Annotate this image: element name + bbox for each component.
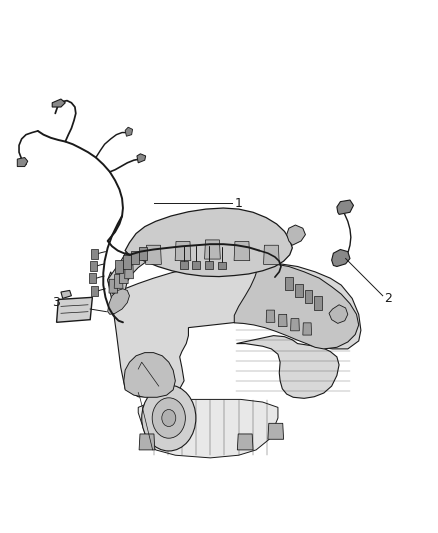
Polygon shape <box>303 323 311 335</box>
Text: 2: 2 <box>384 292 392 305</box>
Polygon shape <box>115 260 123 273</box>
Text: 3: 3 <box>52 296 60 309</box>
Polygon shape <box>329 305 348 324</box>
Polygon shape <box>304 290 312 303</box>
Polygon shape <box>120 270 128 284</box>
Circle shape <box>162 409 176 426</box>
Polygon shape <box>234 262 359 349</box>
Polygon shape <box>205 261 213 269</box>
Polygon shape <box>266 310 275 322</box>
Polygon shape <box>332 249 350 266</box>
Text: 1: 1 <box>234 197 242 211</box>
Polygon shape <box>286 277 293 290</box>
Circle shape <box>129 369 148 392</box>
Polygon shape <box>180 261 187 269</box>
Polygon shape <box>146 245 161 264</box>
Polygon shape <box>279 314 287 327</box>
Polygon shape <box>125 265 134 279</box>
Polygon shape <box>91 249 98 259</box>
Polygon shape <box>123 255 131 269</box>
Circle shape <box>152 398 185 438</box>
Polygon shape <box>108 223 188 298</box>
Polygon shape <box>108 289 130 314</box>
Polygon shape <box>295 284 303 297</box>
Polygon shape <box>109 279 118 293</box>
Polygon shape <box>287 225 305 245</box>
Polygon shape <box>268 423 284 439</box>
Polygon shape <box>114 274 123 288</box>
Polygon shape <box>234 241 250 261</box>
Polygon shape <box>125 208 292 277</box>
Polygon shape <box>52 99 65 107</box>
Circle shape <box>142 385 196 451</box>
Polygon shape <box>192 261 200 269</box>
Polygon shape <box>91 286 98 296</box>
Polygon shape <box>61 290 71 298</box>
Polygon shape <box>314 296 322 310</box>
Polygon shape <box>139 434 155 450</box>
Polygon shape <box>17 158 28 166</box>
Polygon shape <box>205 240 220 259</box>
Polygon shape <box>139 247 147 260</box>
Polygon shape <box>57 297 92 322</box>
Polygon shape <box>125 127 133 136</box>
Polygon shape <box>124 353 175 397</box>
Polygon shape <box>108 262 361 398</box>
Polygon shape <box>89 273 96 283</box>
Polygon shape <box>131 251 139 264</box>
Polygon shape <box>290 319 299 331</box>
Polygon shape <box>337 200 353 214</box>
Polygon shape <box>218 262 226 269</box>
Polygon shape <box>175 241 191 261</box>
Polygon shape <box>237 434 253 450</box>
Polygon shape <box>137 154 146 163</box>
Polygon shape <box>264 245 279 264</box>
Polygon shape <box>138 399 278 458</box>
Polygon shape <box>90 261 97 271</box>
